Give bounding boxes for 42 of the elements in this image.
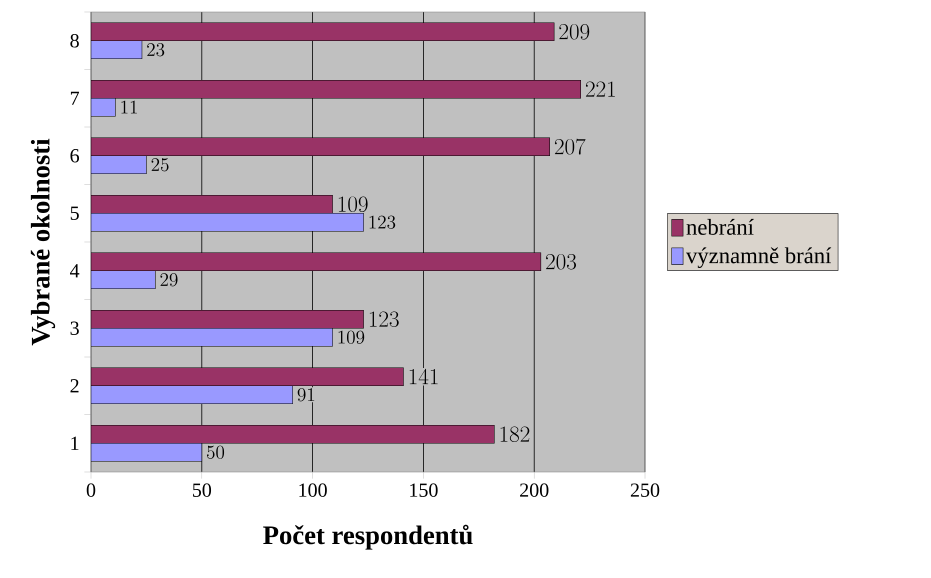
data-label: 91 [298, 388, 314, 402]
y-tick-label: 7 [70, 92, 80, 105]
bar [91, 310, 364, 329]
data-label: 123 [370, 216, 396, 229]
data-label: 23 [147, 43, 164, 56]
y-axis-title: Vybrané okolnosti [30, 138, 56, 346]
data-label: 207 [554, 138, 586, 155]
data-label: 203 [546, 254, 576, 270]
data-label: 50 [207, 446, 224, 459]
bar [91, 80, 582, 99]
data-label: 11 [121, 100, 137, 114]
bar [91, 194, 333, 214]
x-tick-label: 200 [520, 483, 548, 497]
data-label: 109 [338, 196, 368, 212]
bar [91, 424, 495, 444]
data-label: 221 [586, 81, 615, 97]
data-label: 209 [559, 24, 590, 40]
data-label: 182 [500, 426, 530, 442]
legend-label: nebrání [686, 218, 754, 235]
data-label: 123 [370, 311, 399, 328]
x-tick-label: 0 [86, 483, 96, 497]
bar [91, 367, 404, 386]
data-label: 29 [160, 273, 178, 286]
y-tick-label: 1 [71, 436, 78, 450]
y-tick-label: 5 [70, 206, 79, 220]
data-label: 25 [152, 158, 169, 172]
x-tick-label: 50 [192, 483, 212, 497]
x-axis-title: Počet respondentů [263, 524, 473, 550]
x-tick-label: 100 [299, 483, 327, 497]
y-tick-label: 8 [70, 34, 79, 48]
y-tick-label: 2 [70, 379, 79, 392]
data-label: 109 [338, 330, 364, 344]
bar [91, 137, 550, 156]
x-tick-label: 250 [630, 483, 660, 497]
bar [91, 22, 554, 42]
x-tick-label: 150 [410, 483, 438, 497]
y-tick-label: 3 [70, 322, 79, 335]
y-tick-label: 4 [70, 264, 80, 278]
y-tick-label: 6 [70, 149, 80, 162]
bar [91, 252, 542, 272]
legend-label: významně brání [686, 247, 832, 268]
data-label: 141 [410, 368, 438, 384]
